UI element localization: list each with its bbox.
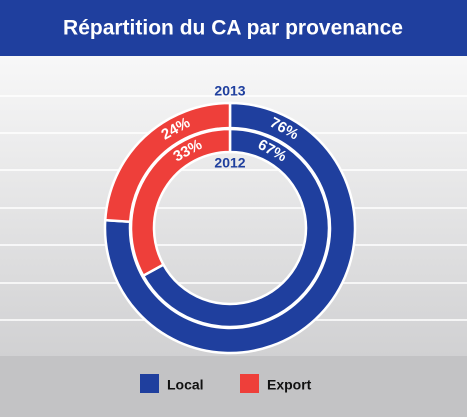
legend-bar	[0, 356, 467, 417]
chart-title: Répartition du CA par provenance	[63, 17, 403, 40]
ring-label: 2013	[214, 83, 245, 99]
legend-swatch	[140, 374, 159, 393]
legend-label: Local	[167, 377, 204, 393]
legend-swatch	[240, 374, 259, 393]
ring-label: 2012	[214, 155, 245, 171]
title-bar	[0, 0, 467, 56]
legend-label: Export	[267, 377, 312, 393]
donut-segment	[129, 127, 232, 278]
donut-segment	[141, 127, 331, 329]
